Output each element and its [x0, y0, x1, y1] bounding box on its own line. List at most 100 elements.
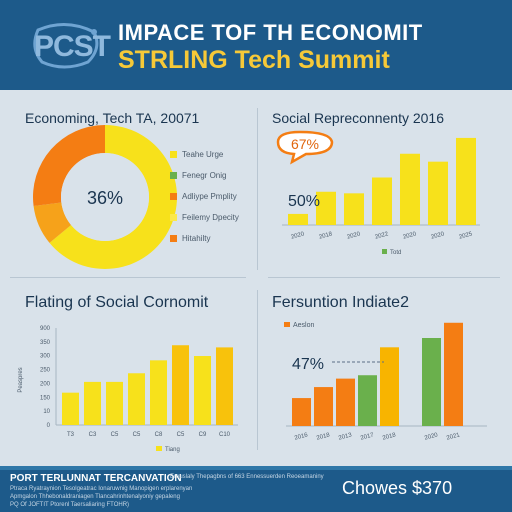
bar	[380, 347, 399, 426]
footer-line-4: PQ Of JOFTIT Ptorenl Taersaliaring FTOHR…	[10, 502, 130, 508]
legend-swatch	[156, 446, 162, 451]
bar	[344, 193, 364, 225]
legend-swatch	[170, 172, 177, 179]
legend-swatch	[170, 214, 177, 221]
annotation-label: 50%	[288, 193, 320, 210]
bar	[172, 345, 189, 425]
x-tick-label: 2020	[424, 432, 439, 441]
bar	[292, 398, 311, 426]
legend-label: Tiang	[165, 447, 180, 453]
x-tick-label: 2025	[459, 231, 474, 240]
footer-line-1: Erouslaly Thepagbns of 663 Ennessuerden …	[170, 474, 324, 480]
x-tick-label: 2020	[291, 231, 306, 240]
footer-banner: PORT TERLUNNAT TERCANVATION Erouslaly Th…	[0, 470, 512, 512]
x-tick-label: 2018	[382, 432, 397, 441]
bar	[372, 177, 392, 225]
y-tick-label: 250	[40, 368, 51, 374]
x-tick-label: 2017	[360, 432, 375, 441]
donut-slice	[33, 202, 72, 243]
bar-chart-bottom-right-title: Fersuntion Indiate2	[272, 294, 409, 311]
x-tick-label: C5	[133, 432, 141, 438]
bar-chart-top-title: Social Repreconnenty 2016	[272, 110, 445, 126]
donut-hole	[61, 153, 149, 241]
bar	[358, 375, 377, 426]
bar	[128, 373, 145, 425]
x-tick-label: 2018	[319, 231, 334, 240]
x-tick-label: 2018	[316, 432, 331, 441]
x-tick-label: 2021	[446, 432, 461, 441]
legend-swatch	[170, 151, 177, 158]
x-tick-label: C3	[89, 432, 97, 438]
legend-label: Hitahilty	[182, 234, 211, 243]
donut-legend-item: Feilemy Dpecity	[170, 213, 239, 222]
footer-title: PORT TERLUNNAT TERCANVATION	[10, 473, 182, 484]
donut-chart-title: Economing, Tech TA, 20071	[25, 110, 200, 126]
bar-chart-bottom-right: 2016 2018 2013 2017 2018 2020 2021 Aeslon 47%	[284, 322, 487, 442]
legend-label: Fenegr Onig	[182, 171, 227, 180]
x-tick-label: 2020	[347, 231, 362, 240]
donut-legend-item: Adliype Pmplity	[170, 192, 237, 201]
x-tick-label: C10	[219, 432, 231, 438]
bar	[336, 378, 355, 426]
donut-legend-item: Hitahilty	[170, 234, 210, 243]
bar	[314, 387, 333, 426]
divider-horizontal-left	[10, 277, 246, 278]
logo-text: PCST	[34, 30, 111, 63]
y-tick-label: 350	[40, 340, 51, 346]
x-tick-label: 2020	[403, 231, 418, 240]
y-tick-label: 300	[40, 354, 51, 360]
x-tick-label: C5	[177, 432, 185, 438]
bar	[216, 347, 233, 425]
page-title: IMPACE TOF TH ECONOMIT	[118, 20, 423, 45]
donut-chart: 36%	[33, 125, 177, 269]
bar	[150, 360, 167, 425]
x-tick-label: 2013	[338, 432, 353, 441]
annotation-label: 47%	[292, 356, 324, 373]
legend-swatch	[170, 193, 177, 200]
bar-chart-bottom-left: 0 10 150 200 250 300 350 900 Peaspres T3 C3 C5 C5 C8 C…	[18, 326, 238, 453]
divider-horizontal-right	[268, 277, 500, 278]
donut-center-label: 36%	[87, 188, 123, 208]
y-tick-label: 200	[40, 381, 51, 387]
donut-slice	[33, 125, 105, 207]
y-tick-label: 900	[40, 326, 51, 332]
x-tick-label: 2016	[294, 432, 309, 441]
footer-strip	[0, 466, 512, 470]
bar-chart-top: 2020 2018 2020 2022 2020 2020 2025 67% 50% Totd	[276, 130, 480, 256]
divider-vertical-bottom	[257, 290, 258, 450]
divider-vertical-top	[257, 108, 258, 270]
legend-swatch	[170, 235, 177, 242]
legend-label: Teahe Urge	[182, 150, 224, 159]
legend-label: Feilemy Dpecity	[182, 213, 239, 222]
legend-label: Totd	[390, 250, 401, 256]
x-tick-label: T3	[67, 432, 75, 438]
legend-swatch	[382, 249, 387, 254]
callout-label: 67%	[291, 136, 319, 152]
logo-emblem-icon	[33, 23, 99, 69]
callout-bubble: 67%	[276, 130, 334, 165]
header-banner: PCST IMPACE TOF TH ECONOMIT STRLING Tech…	[0, 0, 512, 90]
bar	[106, 381, 123, 425]
bar	[400, 153, 420, 225]
y-axis-label: Peaspres	[18, 367, 24, 392]
footer-amount: Chowes $370	[342, 478, 453, 498]
bar	[84, 381, 101, 425]
x-tick-label: 2020	[431, 231, 446, 240]
y-tick-label: 0	[47, 423, 51, 429]
bar	[456, 137, 476, 225]
donut-legend-item: Fenegr Onig	[170, 171, 226, 180]
bar	[422, 338, 441, 426]
footer-line-2: Ptraca Ryatraynion Tesolgeatrac Ionaruwn…	[10, 486, 193, 492]
bar	[316, 191, 336, 225]
bar	[194, 356, 211, 425]
x-tick-label: 2022	[375, 231, 390, 240]
bar	[428, 161, 448, 225]
legend-label: Adliype Pmplity	[182, 192, 237, 201]
donut-slice	[49, 125, 177, 269]
x-tick-label: C5	[111, 432, 119, 438]
bar	[288, 213, 308, 225]
x-tick-label: C9	[199, 432, 207, 438]
legend-label: Aeslon	[293, 322, 315, 329]
page-subtitle: STRLING Tech Summit	[118, 46, 390, 74]
bar-chart-bottom-left-title: Flating of Social Cornomit	[25, 294, 209, 311]
